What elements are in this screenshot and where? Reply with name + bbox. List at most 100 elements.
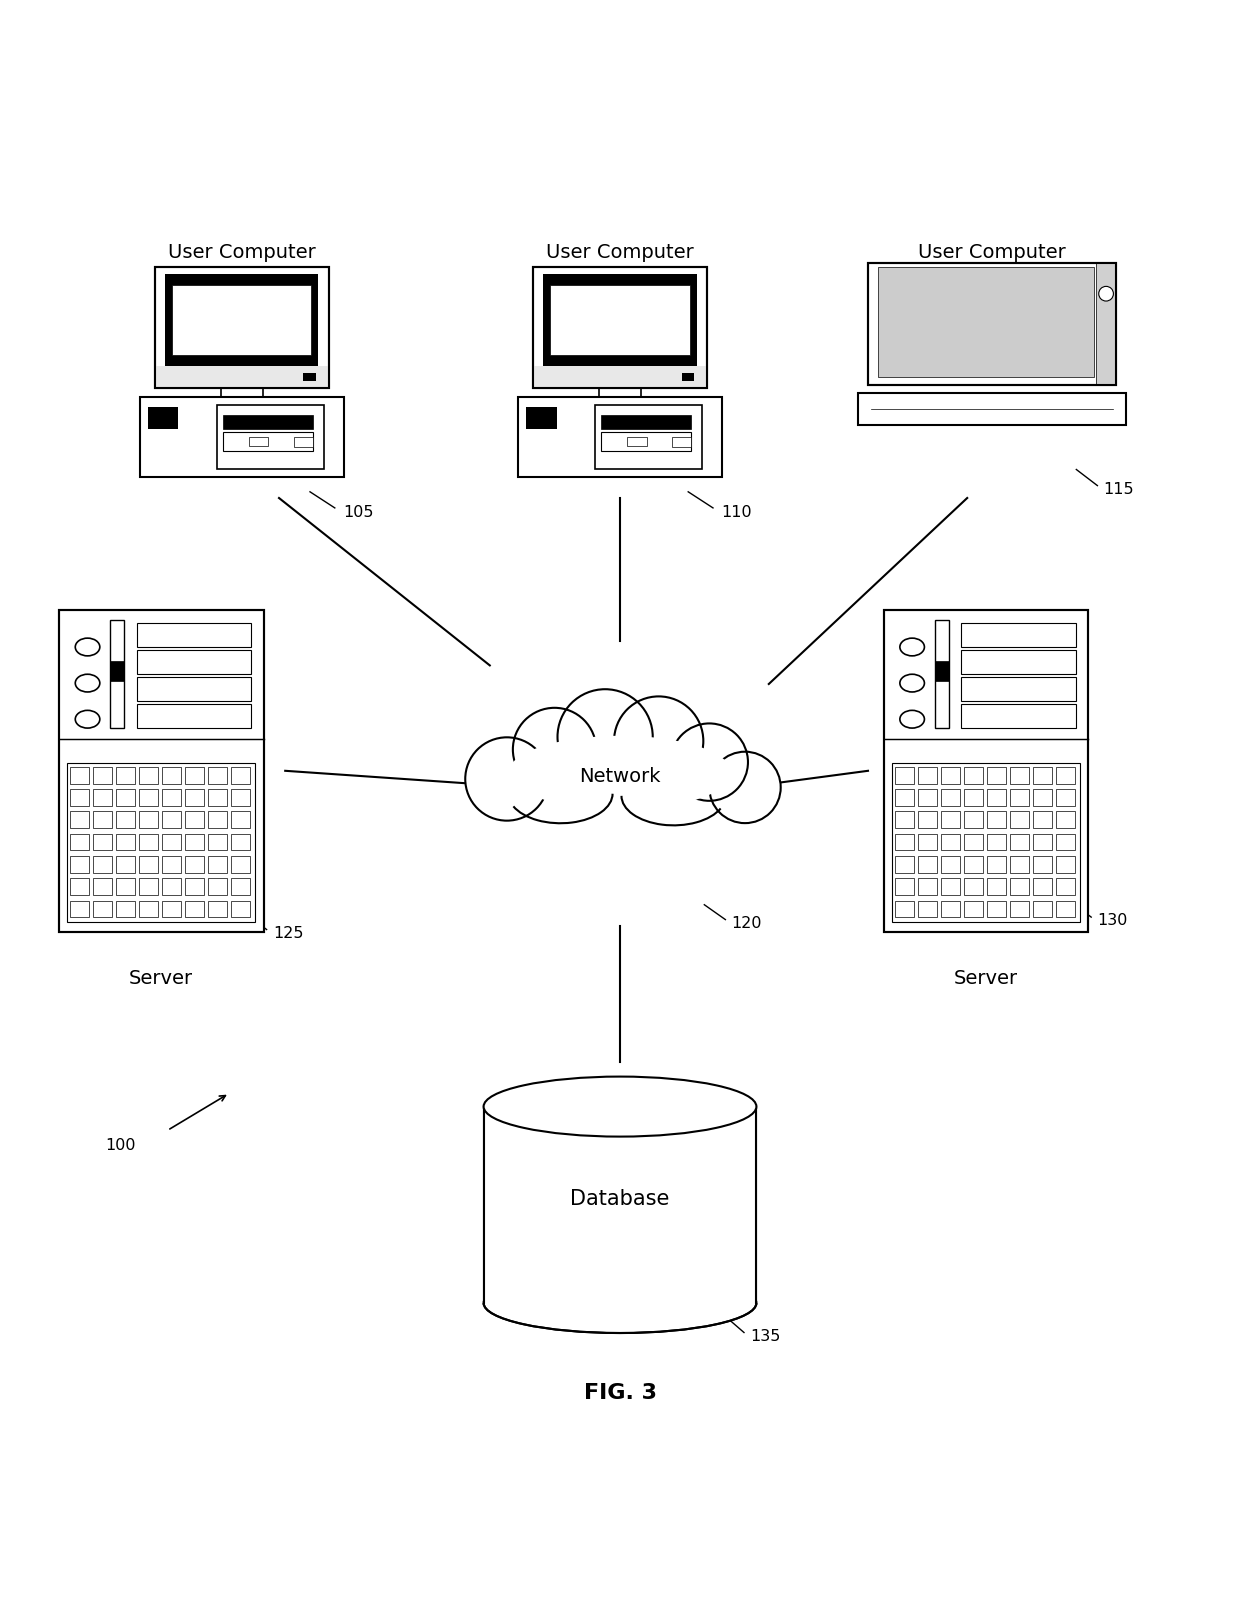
Bar	[892, 763, 1080, 923]
Bar	[136, 624, 252, 646]
Bar	[117, 768, 135, 784]
Bar	[60, 609, 264, 932]
Bar	[961, 624, 1076, 646]
Bar	[93, 834, 112, 850]
Bar	[963, 900, 983, 918]
Bar	[551, 284, 689, 356]
Bar	[162, 879, 181, 895]
Bar	[918, 789, 936, 806]
Text: 105: 105	[343, 506, 374, 520]
Bar	[1056, 789, 1075, 806]
Bar	[895, 789, 914, 806]
Circle shape	[1099, 286, 1114, 301]
Bar	[595, 406, 702, 469]
Bar	[1009, 856, 1029, 873]
Bar	[935, 661, 949, 680]
Bar	[222, 415, 312, 430]
Text: User Computer: User Computer	[167, 244, 316, 262]
Bar	[963, 856, 983, 873]
Bar	[71, 768, 89, 784]
Ellipse shape	[900, 711, 924, 729]
Bar	[1033, 811, 1052, 827]
Bar	[963, 789, 983, 806]
Bar	[148, 407, 179, 430]
Bar	[486, 772, 754, 835]
Bar	[600, 431, 691, 451]
Text: User Computer: User Computer	[546, 244, 694, 262]
Bar	[217, 406, 324, 469]
Bar	[71, 789, 89, 806]
Bar	[185, 879, 205, 895]
Bar	[987, 768, 1006, 784]
Bar	[941, 900, 960, 918]
Bar	[185, 900, 205, 918]
Bar	[155, 267, 329, 388]
Bar	[162, 811, 181, 827]
Bar	[987, 834, 1006, 850]
Bar	[304, 373, 316, 381]
Ellipse shape	[900, 638, 924, 656]
Bar	[294, 436, 312, 448]
Bar	[895, 900, 914, 918]
Bar	[600, 415, 691, 430]
Circle shape	[709, 751, 781, 823]
Bar	[139, 856, 159, 873]
Bar	[1033, 856, 1052, 873]
Text: Server: Server	[954, 970, 1018, 989]
Circle shape	[465, 737, 548, 821]
Text: 135: 135	[750, 1328, 780, 1345]
Bar	[139, 900, 159, 918]
Bar	[136, 705, 252, 729]
Bar	[895, 768, 914, 784]
Bar	[941, 834, 960, 850]
Bar	[961, 677, 1076, 701]
Bar	[1056, 768, 1075, 784]
Ellipse shape	[900, 674, 924, 692]
Bar	[232, 879, 250, 895]
Bar	[987, 900, 1006, 918]
Bar	[67, 763, 255, 923]
Bar	[895, 834, 914, 850]
Bar	[878, 267, 1094, 377]
Bar	[941, 879, 960, 895]
Text: 125: 125	[273, 926, 304, 941]
Ellipse shape	[484, 1273, 756, 1333]
Text: 100: 100	[105, 1138, 136, 1152]
Bar	[963, 811, 983, 827]
Bar	[526, 407, 557, 430]
Ellipse shape	[492, 763, 748, 837]
Bar	[987, 811, 1006, 827]
Text: Database: Database	[570, 1189, 670, 1209]
Bar	[918, 834, 936, 850]
Bar	[961, 650, 1076, 674]
Bar	[1056, 856, 1075, 873]
Bar	[232, 768, 250, 784]
Bar	[1056, 900, 1075, 918]
Bar	[883, 609, 1089, 932]
Bar	[117, 879, 135, 895]
Bar	[208, 768, 227, 784]
Bar	[883, 609, 1089, 932]
Bar	[232, 900, 250, 918]
Bar	[93, 811, 112, 827]
Bar	[987, 789, 1006, 806]
Bar	[71, 834, 89, 850]
Bar	[1096, 263, 1116, 385]
Bar	[987, 856, 1006, 873]
Bar	[1033, 768, 1052, 784]
Bar	[918, 856, 936, 873]
Bar	[517, 398, 722, 477]
Bar	[208, 789, 227, 806]
Bar	[232, 811, 250, 827]
Bar	[208, 811, 227, 827]
Bar	[117, 811, 135, 827]
Bar	[935, 621, 949, 729]
Text: Network: Network	[579, 768, 661, 787]
Bar	[918, 900, 936, 918]
Bar	[136, 650, 252, 674]
Bar	[987, 879, 1006, 895]
Bar	[185, 856, 205, 873]
Bar	[533, 267, 707, 388]
Bar	[185, 834, 205, 850]
Bar	[1009, 789, 1029, 806]
